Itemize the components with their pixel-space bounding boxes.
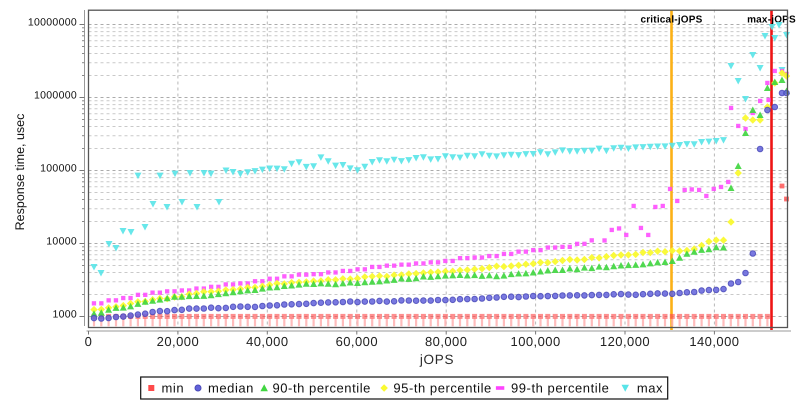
svg-text:max-jOPS: max-jOPS xyxy=(747,14,796,25)
svg-text:10000: 10000 xyxy=(46,235,77,247)
svg-text:min: min xyxy=(162,380,185,395)
svg-text:10000000: 10000000 xyxy=(28,16,77,28)
svg-text:1000000: 1000000 xyxy=(34,89,77,101)
svg-text:120,000: 120,000 xyxy=(600,334,650,349)
svg-text:20,000: 20,000 xyxy=(157,334,199,349)
svg-text:40,000: 40,000 xyxy=(246,334,288,349)
svg-text:jOPS: jOPS xyxy=(419,352,454,367)
svg-text:Response time, usec: Response time, usec xyxy=(13,114,27,231)
svg-text:60,000: 60,000 xyxy=(336,334,378,349)
svg-text:critical-jOPS: critical-jOPS xyxy=(640,14,702,25)
svg-text:95-th percentile: 95-th percentile xyxy=(393,380,491,395)
svg-text:median: median xyxy=(208,380,254,395)
svg-text:140,000: 140,000 xyxy=(689,334,739,349)
svg-text:90-th percentile: 90-th percentile xyxy=(273,380,371,395)
svg-text:0: 0 xyxy=(85,334,93,349)
svg-text:99-th percentile: 99-th percentile xyxy=(511,380,609,395)
svg-text:100000: 100000 xyxy=(40,162,77,174)
svg-text:100,000: 100,000 xyxy=(511,334,561,349)
svg-text:1000: 1000 xyxy=(52,308,77,320)
svg-text:80,000: 80,000 xyxy=(425,334,467,349)
svg-text:max: max xyxy=(637,380,663,395)
